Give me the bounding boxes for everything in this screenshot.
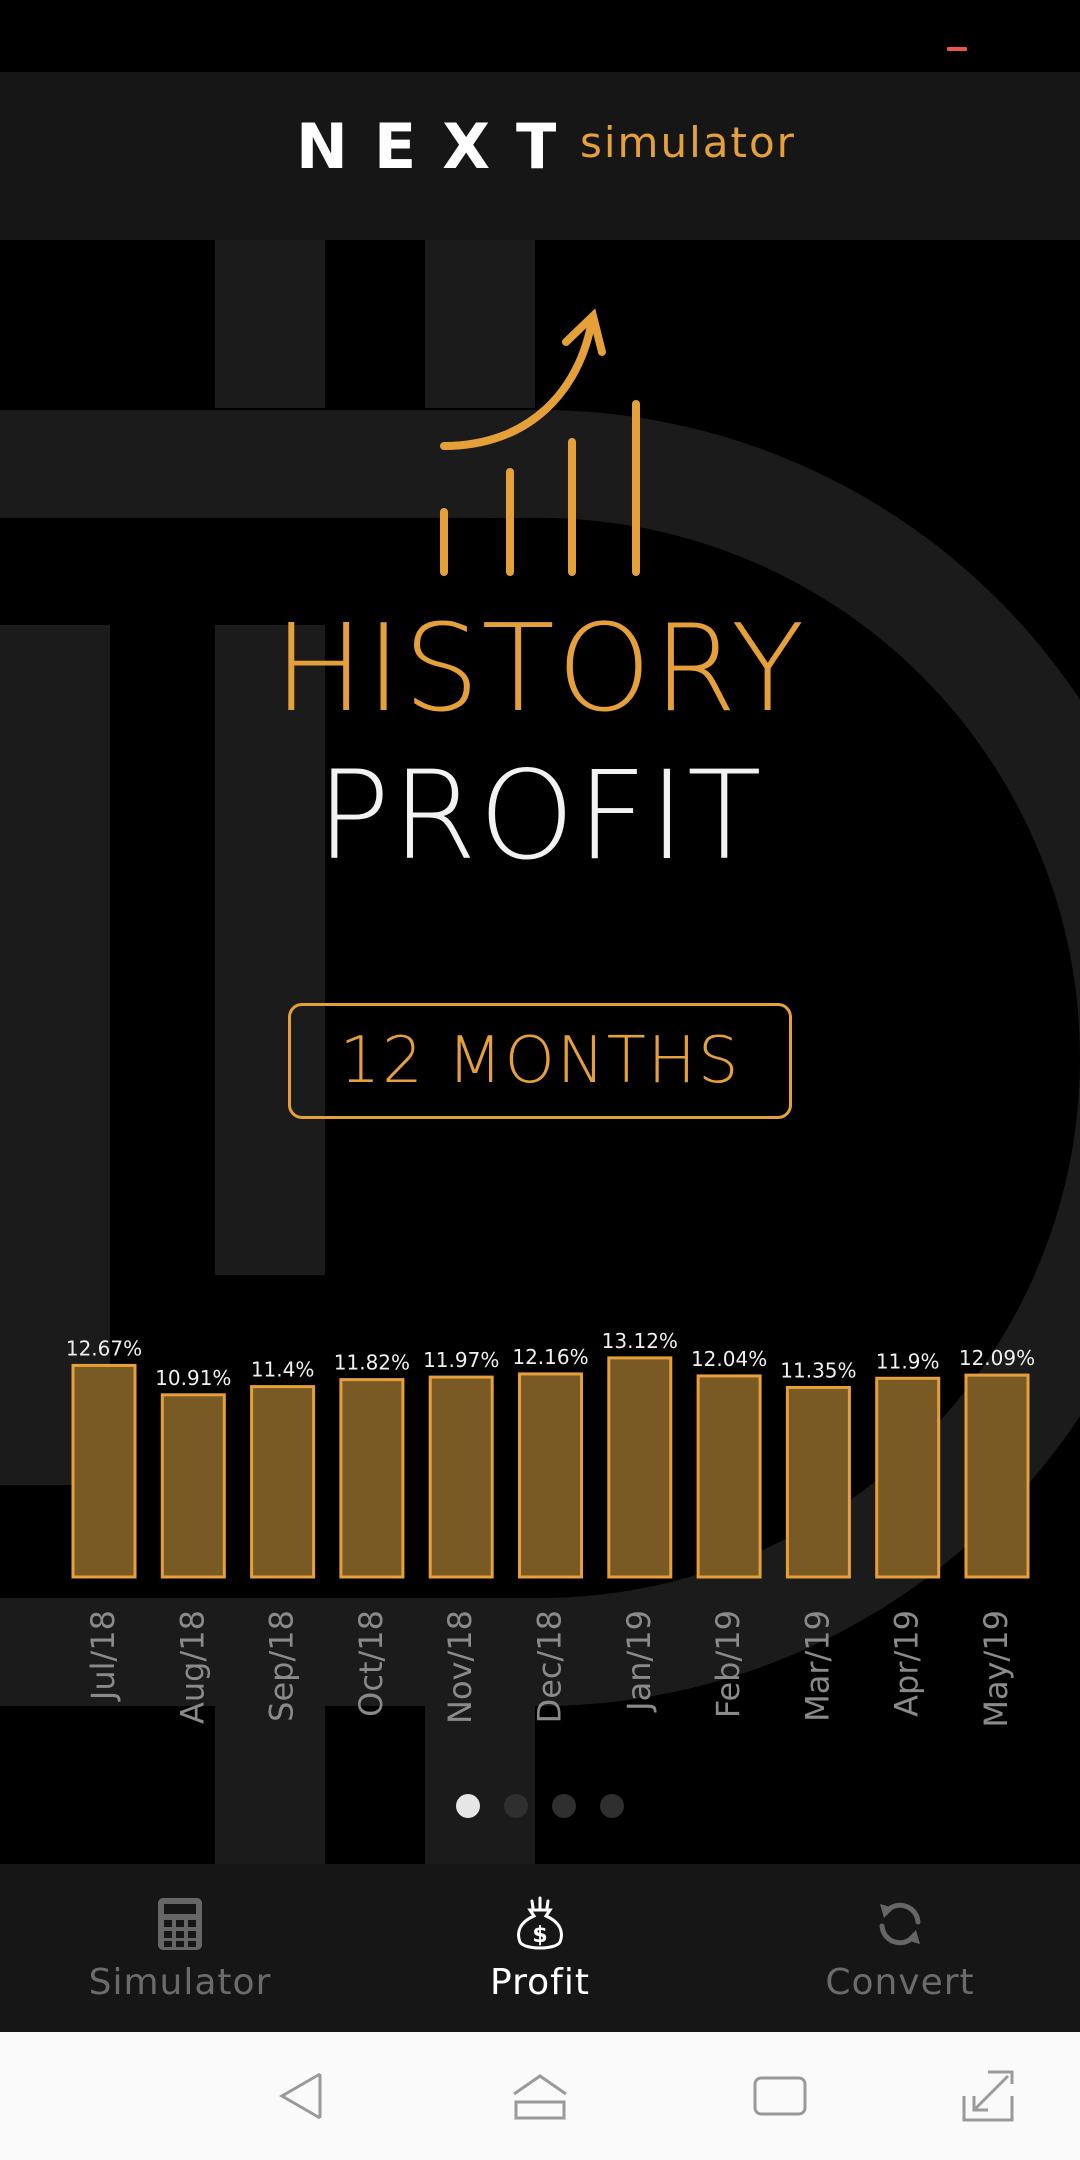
chart-data-label: 10.91% xyxy=(155,1366,231,1390)
logo-suffix: simulator xyxy=(580,118,796,167)
chart-bar xyxy=(250,1385,316,1579)
chart-x-tick-label: Oct/18 xyxy=(352,1610,390,1717)
chart-data-label: 11.35% xyxy=(780,1358,856,1382)
nav-item-simulator[interactable]: Simulator xyxy=(60,1864,300,2032)
chart-data-label: 11.82% xyxy=(334,1351,410,1375)
chart-data-label: 13.12% xyxy=(602,1329,678,1353)
chart-data-label: 11.9% xyxy=(876,1349,940,1373)
nav-item-convert[interactable]: Convert xyxy=(780,1864,1020,2032)
pager-dot[interactable] xyxy=(600,1794,624,1818)
chart-x-tick-label: Mar/19 xyxy=(798,1610,836,1722)
app-header xyxy=(0,72,1080,240)
status-bar xyxy=(0,0,1080,72)
nav-label-simulator: Simulator xyxy=(88,1962,272,2003)
battery-icon xyxy=(947,47,967,51)
money-bag-icon: $ xyxy=(517,1896,563,1950)
chart-x-tick-label: Feb/19 xyxy=(709,1610,747,1718)
recents-icon[interactable] xyxy=(750,2066,810,2126)
chart-bar xyxy=(428,1375,494,1579)
logo-text: NEXT xyxy=(296,112,556,182)
pager-dot[interactable] xyxy=(552,1794,576,1818)
page-indicator xyxy=(0,1794,1080,1822)
chart-bar xyxy=(964,1373,1030,1579)
chart-x-tick-label: Apr/19 xyxy=(888,1610,926,1717)
chart-x-tick-label: May/19 xyxy=(977,1610,1015,1728)
chart-bar xyxy=(607,1356,673,1579)
chart-x-tick-label: Jan/19 xyxy=(620,1610,658,1713)
brand-logo: NEXT xyxy=(296,110,558,183)
chart-x-tick-label: Jul/18 xyxy=(84,1610,122,1702)
background-logo-decoration xyxy=(0,240,1080,1864)
home-icon[interactable] xyxy=(510,2066,570,2126)
growth-chart-icon xyxy=(440,308,640,576)
pager-dot[interactable] xyxy=(456,1794,480,1818)
chart-bar xyxy=(785,1385,851,1579)
chart-x-tick-label: Aug/18 xyxy=(173,1610,211,1724)
calculator-icon xyxy=(158,1898,202,1950)
chart-bar xyxy=(160,1393,226,1579)
chart-x-tick-label: Sep/18 xyxy=(263,1610,301,1722)
chart-bar xyxy=(518,1372,583,1579)
chart-data-label: 11.4% xyxy=(251,1358,315,1382)
chart-x-tick-label: Dec/18 xyxy=(531,1610,569,1723)
chart-data-label: 12.16% xyxy=(512,1345,588,1369)
nav-label-profit: Profit xyxy=(490,1962,590,2003)
chart-svg: 12.67% Jul/18 10.91% Aug/18 11.4% Sep/18 11.82… xyxy=(66,1329,1035,1728)
profit-bar-chart: 12.67% Jul/18 10.91% Aug/18 11.4% Sep/18 11.82… xyxy=(0,1280,1080,1740)
chart-bar xyxy=(875,1376,941,1579)
refresh-icon xyxy=(879,1902,921,1946)
chart-data-label: 12.67% xyxy=(66,1336,142,1360)
svg-text:$: $ xyxy=(532,1923,547,1948)
expand-icon[interactable] xyxy=(958,2066,1018,2126)
chart-data-label: 11.97% xyxy=(423,1348,499,1372)
pager-dot[interactable] xyxy=(504,1794,528,1818)
nav-label-convert: Convert xyxy=(825,1962,975,2003)
back-icon[interactable] xyxy=(272,2066,332,2126)
chart-bar xyxy=(696,1374,762,1579)
chart-bar xyxy=(71,1363,137,1579)
chart-data-label: 12.09% xyxy=(959,1346,1035,1370)
system-nav-bar xyxy=(0,2032,1080,2160)
chart-x-tick-label: Nov/18 xyxy=(441,1610,479,1724)
nav-item-profit[interactable]: $ Profit xyxy=(420,1864,660,2032)
hero-subtitle: PROFIT xyxy=(316,745,764,887)
hero-title: HISTORY xyxy=(273,600,807,739)
chart-bar xyxy=(339,1378,405,1579)
chart-data-label: 12.04% xyxy=(691,1347,767,1371)
period-select-button[interactable]: 12 MONTHS xyxy=(288,1003,792,1119)
bottom-nav: Simulator $ Profit Convert xyxy=(0,1864,1080,2032)
